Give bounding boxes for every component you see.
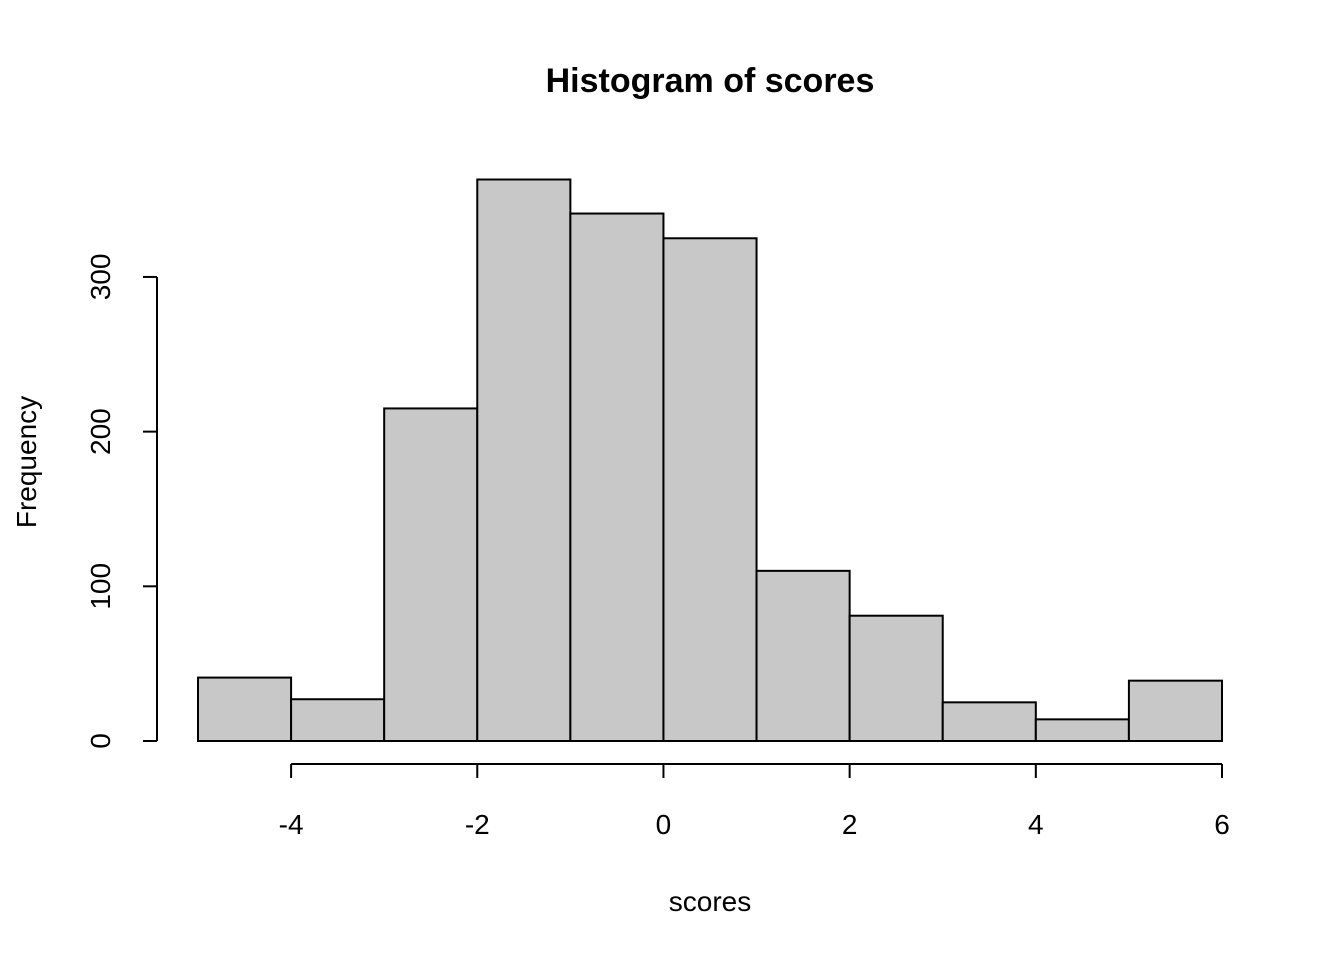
y-axis-title: Frequency [11,396,42,528]
bar [197,676,293,743]
y-tick-label: 0 [85,733,116,749]
x-tick-label: 4 [1028,809,1044,840]
bar [383,407,479,742]
bar [290,698,386,742]
x-tick-label: 6 [1214,809,1230,840]
bar [755,569,851,743]
x-axis-title: scores [669,886,751,917]
y-tick-label: 100 [85,563,116,610]
y-tick-label: 300 [85,254,116,301]
bar [1127,679,1223,743]
bar [848,614,944,742]
x-tick-label: 0 [656,809,672,840]
bar [1034,718,1130,743]
x-tick-label: -4 [279,809,304,840]
bar [941,701,1037,743]
x-tick-label: -2 [465,809,490,840]
bar [476,178,572,742]
y-tick-label: 200 [85,408,116,455]
x-tick-label: 2 [842,809,858,840]
bar [662,237,758,743]
bar [569,212,665,743]
chart-title: Histogram of scores [546,62,875,100]
